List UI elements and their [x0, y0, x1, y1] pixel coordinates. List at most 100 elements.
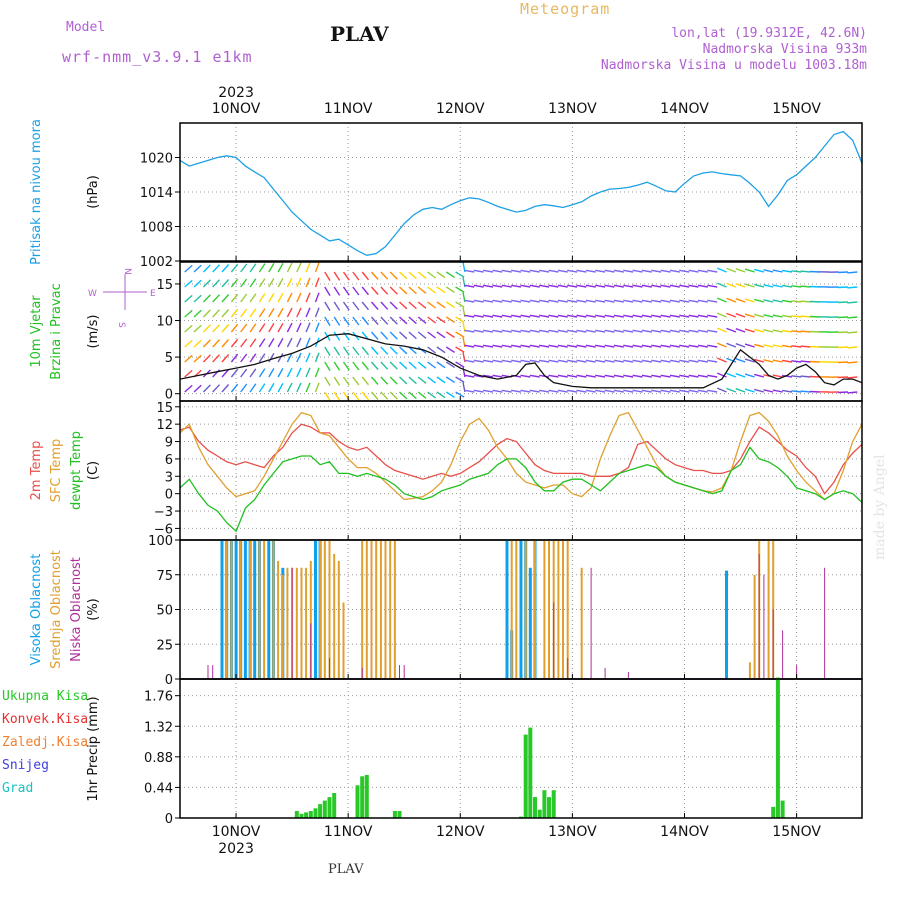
wind-arrow — [193, 384, 202, 393]
wind-arrow — [539, 314, 550, 318]
wind-arrow — [800, 390, 811, 393]
wind-arrow — [781, 299, 793, 303]
cloud-bar — [365, 540, 368, 679]
wind-arrow — [445, 271, 455, 278]
axis-series-label: SFC Temp — [49, 439, 64, 503]
wind-arrow — [837, 331, 849, 334]
wind-arrow — [511, 269, 522, 273]
wind-speed-line — [179, 333, 863, 389]
location-lonlat: lon,lat (19.9312E, 42.6N) — [671, 26, 867, 41]
wind-arrow — [735, 268, 746, 273]
wind-arrow — [417, 376, 427, 384]
precip-bar — [318, 804, 323, 818]
wind-arrow — [847, 376, 858, 379]
wind-arrow — [772, 329, 783, 333]
wind-arrow — [800, 300, 811, 303]
wind-arrow — [847, 331, 858, 334]
wind-arrow — [679, 359, 690, 363]
wind-arrow — [314, 277, 320, 288]
axis-series-label: Brzina i Pravac — [49, 283, 64, 380]
wind-arrow — [296, 352, 302, 363]
wind-arrow — [669, 329, 680, 333]
wind-arrow — [258, 353, 266, 363]
wind-arrow — [548, 344, 559, 348]
wind-arrow — [492, 284, 503, 288]
wind-arrow — [576, 389, 587, 393]
cloud-bar — [342, 602, 345, 679]
cloud-bar — [510, 540, 513, 679]
wind-arrow — [567, 359, 578, 363]
wind-arrow — [697, 389, 708, 393]
wind-arrow — [380, 331, 389, 340]
wind-arrow — [473, 389, 484, 393]
wind-arrow — [669, 269, 680, 273]
wind-arrow — [212, 324, 221, 333]
wind-arrow — [660, 344, 671, 348]
y-tick-label: 75 — [156, 569, 173, 584]
cloud-bar — [234, 540, 238, 679]
wind-arrow — [482, 374, 494, 378]
wind-arrow — [529, 344, 540, 348]
cloud-bar — [207, 665, 209, 679]
wind-arrow — [352, 271, 360, 281]
wind-arrow — [641, 329, 652, 333]
wind-arrow — [482, 314, 494, 318]
wind-arrow — [221, 324, 230, 333]
wind-arrow — [473, 344, 484, 348]
wind-arrow — [567, 329, 578, 333]
cloud-bar — [328, 540, 331, 679]
wind-arrow — [660, 314, 671, 318]
wind-arrow — [735, 388, 746, 393]
cloud-bar — [548, 540, 550, 679]
wind-arrow — [651, 344, 662, 348]
wind-arrow — [230, 323, 239, 333]
wind-arrow — [585, 314, 596, 318]
wind-arrow — [501, 389, 512, 393]
wind-arrow — [370, 361, 379, 370]
wind-arrow — [576, 374, 587, 378]
wind-arrow — [651, 284, 662, 288]
cloud-bar — [553, 602, 555, 679]
wind-arrow — [651, 299, 662, 303]
wind-arrow — [427, 331, 437, 339]
wind-arrow — [735, 298, 746, 303]
wind-arrow — [370, 286, 379, 295]
wind-arrow — [576, 284, 587, 288]
wind-arrow — [669, 344, 680, 348]
wind-arrow — [539, 374, 550, 378]
wind-arrow — [707, 269, 718, 273]
wind-arrow — [268, 293, 275, 303]
wind-arrow — [688, 299, 699, 303]
wind-arrow — [370, 271, 379, 280]
y-tick-label: 1014 — [140, 186, 173, 201]
wind-arrow — [296, 262, 302, 273]
wind-arrow — [249, 323, 257, 333]
wind-arrow — [464, 329, 475, 333]
wind-arrow — [781, 344, 793, 348]
wind-arrow — [492, 359, 503, 363]
wind-arrow — [809, 300, 821, 303]
wind-arrow — [604, 344, 615, 348]
wind-arrow — [772, 374, 783, 378]
footer-station-label: PLAV — [328, 862, 364, 877]
wind-arrow — [230, 368, 239, 378]
wind-arrow — [613, 344, 624, 348]
axis-series-label: 10m Vjetar — [29, 295, 44, 368]
wind-arrow — [717, 372, 727, 378]
wind-arrow — [193, 294, 202, 303]
wind-arrow — [744, 283, 755, 288]
wind-arrow — [268, 278, 275, 288]
precip-bar — [533, 797, 537, 818]
wind-arrow — [324, 346, 331, 356]
wind-arrow — [212, 309, 221, 318]
wind-arrow — [641, 359, 652, 363]
wind-arrow — [576, 269, 587, 273]
wind-arrow — [342, 376, 350, 386]
wind-arrow — [408, 391, 417, 400]
wind-arrow — [641, 314, 652, 318]
wind-arrow — [632, 374, 643, 378]
wind-arrow — [464, 284, 475, 288]
wind-arrow — [754, 343, 765, 348]
wind-arrow — [324, 391, 331, 401]
